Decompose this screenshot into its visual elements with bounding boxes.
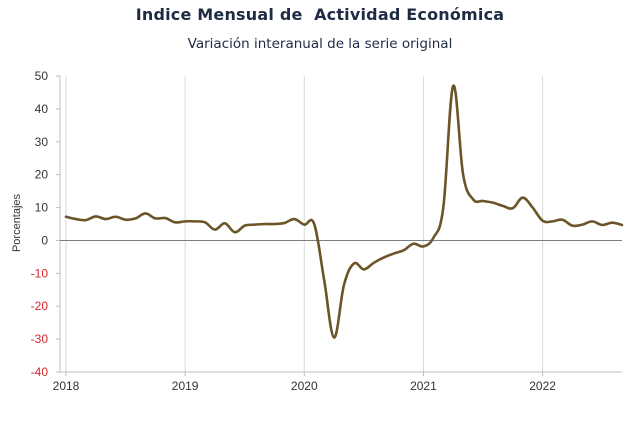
data-point [432,237,434,239]
data-point [224,222,226,224]
data-point [392,252,394,254]
data-point [283,222,285,224]
x-tick-label: 2019 [172,379,199,393]
data-point [591,220,593,222]
data-point [601,224,603,226]
y-tick-label: 50 [35,69,49,83]
data-point [65,216,67,218]
data-point [293,218,295,220]
data-point [194,220,196,222]
data-point [134,217,136,219]
label-layer: 50 40 30 20 10 0 -10 -20 -30 -40 2018 2019 2020 2021 2… [31,69,557,393]
data-point [234,231,236,233]
data-point [363,268,365,270]
data-point [114,216,116,218]
data-point [174,221,176,223]
data-point [452,85,454,87]
data-point [383,256,385,258]
data-point [472,198,474,200]
data-point [512,207,514,209]
x-tick-label: 2021 [410,379,437,393]
data-point [412,243,414,245]
data-point [144,212,146,214]
y-tick-label: 30 [35,135,49,149]
data-point [571,224,573,226]
data-point [402,249,404,251]
data-point [204,221,206,223]
series-layer [64,84,624,339]
data-point [75,218,77,220]
chart-title: Indice Mensual de Actividad Económica [135,5,505,24]
data-point [581,223,583,225]
data-point [462,173,464,175]
y-axis-title: Porcentajes [11,193,23,252]
data-point [85,219,87,221]
chart-subtitle: Variación interanual de la serie origina… [187,36,453,52]
data-point [95,215,97,217]
data-point [313,223,315,225]
x-tick-label: 2020 [291,379,318,393]
x-tick-label: 2022 [529,379,556,393]
data-point [482,200,484,202]
data-point [154,217,156,219]
data-point [124,219,126,221]
data-point [551,220,553,222]
data-point [333,336,335,338]
y-tick-label: -10 [31,266,49,280]
data-point [184,220,186,222]
data-point [323,279,325,281]
data-point [343,284,345,286]
data-point [492,201,494,203]
data-point [373,262,375,264]
y-tick-label: 40 [35,102,49,116]
data-point [273,223,275,225]
imae-series-line [64,84,624,339]
y-tick-label: 10 [35,201,49,215]
data-point [164,217,166,219]
data-point [303,223,305,225]
axis-layer [56,75,622,376]
y-tick-label: 20 [35,168,49,182]
data-point [422,245,424,247]
y-tick-label: 0 [41,233,48,247]
y-tick-label: -40 [31,365,49,379]
data-point [253,223,255,225]
data-point [502,205,504,207]
data-point [611,221,613,223]
data-point [442,206,444,208]
y-tick-label: -20 [31,299,49,313]
data-point [522,196,524,198]
data-point [105,218,107,220]
data-point [263,223,265,225]
data-point [541,220,543,222]
data-point [621,224,623,226]
y-tick-label: -30 [31,332,49,346]
data-point [531,206,533,208]
x-tick-label: 2018 [53,379,80,393]
data-point [244,224,246,226]
data-point [214,228,216,230]
data-point [353,262,355,264]
data-point [561,219,563,221]
